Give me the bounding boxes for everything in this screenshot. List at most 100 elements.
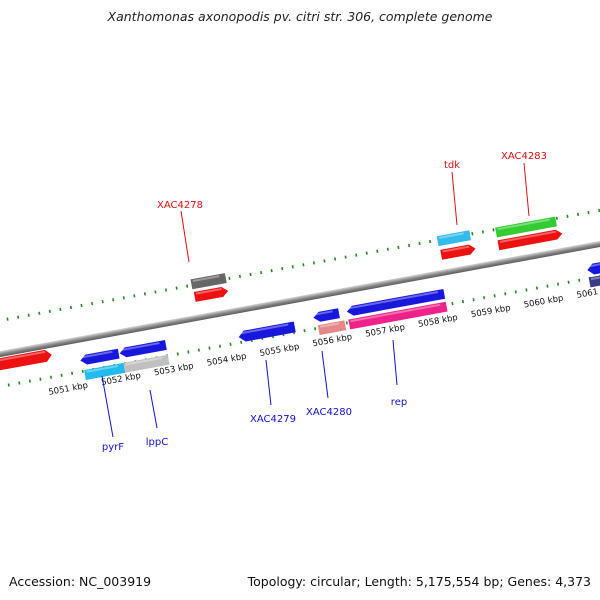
tick-mark	[334, 257, 337, 261]
gene-highlight	[314, 310, 333, 316]
gene-body	[440, 244, 476, 260]
tick-mark	[312, 261, 315, 265]
tick-mark	[39, 377, 42, 381]
gene-arrow	[80, 348, 120, 365]
tick-mark	[514, 290, 517, 294]
gene-arrow	[440, 244, 476, 260]
gene-arrow	[313, 308, 340, 322]
tick-mark	[451, 301, 454, 306]
callout-line	[101, 375, 114, 438]
tick-mark	[71, 371, 74, 375]
gene-highlight	[319, 322, 340, 328]
gene-arrow	[193, 286, 229, 302]
gene-highlight	[350, 303, 441, 323]
tick-mark	[28, 379, 31, 383]
tick-mark	[186, 284, 189, 288]
gene-highlight	[499, 230, 557, 243]
gene-highlight	[588, 257, 600, 268]
gene-body	[346, 288, 446, 316]
tick-mark	[407, 243, 411, 248]
gene-arrow	[317, 320, 347, 336]
gene-highlight	[86, 364, 119, 373]
tick-mark	[471, 232, 474, 236]
gene-callouts: XAC4278 tdk XAC4283 pyrF lppC XAC4279 XAC4280 r…	[101, 151, 547, 453]
tick-mark	[587, 210, 590, 215]
tick-mark	[18, 381, 21, 385]
gene-body	[84, 362, 126, 380]
callout-line	[265, 359, 272, 406]
tick-mark	[355, 253, 358, 257]
tick-mark	[578, 278, 581, 282]
tick-mark	[81, 369, 84, 374]
tick-mark	[7, 383, 10, 387]
tick-mark	[566, 214, 569, 218]
tick-mark	[555, 216, 558, 220]
gene-body	[238, 321, 296, 342]
gene-highlight	[120, 342, 160, 352]
gene-highlight	[192, 275, 220, 283]
tick-mark	[314, 327, 317, 331]
tick-mark	[429, 239, 432, 244]
kbp-label: 5055 kbp	[259, 342, 300, 359]
gene-body	[119, 340, 167, 358]
tick-mark	[143, 292, 147, 296]
tick-mark	[281, 267, 284, 271]
callout-line	[180, 210, 190, 263]
tick-mark	[291, 265, 294, 269]
tick-mark	[535, 286, 538, 290]
gene-highlight	[81, 350, 113, 359]
gene-arrow	[190, 273, 227, 290]
gene-body	[348, 301, 448, 330]
top-strand-ticks	[6, 208, 600, 321]
genome-title: Xanthomonas axonopodis pv. citri str. 30…	[107, 9, 493, 24]
tick-mark	[323, 259, 326, 263]
tick-mark	[133, 294, 136, 298]
tick-mark	[302, 263, 305, 267]
tick-mark	[48, 309, 51, 313]
tick-mark	[112, 298, 115, 302]
gene-features	[0, 216, 600, 380]
gene-highlight	[442, 245, 470, 253]
gene-body	[193, 286, 229, 302]
callout-line	[149, 389, 158, 429]
tick-mark	[187, 350, 190, 354]
gene-body	[497, 229, 563, 251]
tick-mark	[164, 288, 168, 292]
tick-mark	[418, 241, 421, 246]
bottom-strand-ticks	[7, 274, 600, 387]
gene-arrow	[587, 255, 600, 275]
gene-label-xac4283: XAC4283	[501, 151, 547, 162]
tick-mark	[504, 292, 507, 296]
tick-mark	[38, 311, 41, 315]
tick-mark	[461, 299, 465, 304]
gene-highlight	[125, 356, 163, 366]
gene-body	[123, 354, 170, 373]
gene-body	[0, 349, 52, 377]
gene-highlight	[0, 350, 46, 367]
callout-line	[451, 171, 458, 226]
tick-mark	[17, 315, 20, 319]
gene-highlight	[348, 291, 438, 310]
kbp-label: 5056 kbp	[312, 332, 353, 349]
tick-mark	[218, 344, 222, 348]
tick-mark	[80, 303, 83, 308]
tick-mark	[154, 290, 157, 294]
tick-mark	[546, 284, 549, 288]
genome-stats-label: Topology: circular; Length: 5,175,554 bp…	[247, 574, 591, 589]
tick-mark	[303, 329, 306, 333]
tick-mark	[49, 375, 53, 379]
kbp-label: 5061 kbp	[576, 284, 600, 301]
kbp-label: 5059 kbp	[470, 303, 511, 320]
kbp-label: 5051 kbp	[48, 381, 89, 398]
tick-mark	[27, 313, 30, 317]
tick-mark	[397, 245, 400, 249]
tick-mark	[386, 247, 389, 251]
tick-mark	[493, 294, 496, 298]
tick-mark	[481, 230, 484, 234]
gene-body	[436, 230, 472, 247]
tick-mark	[197, 348, 200, 352]
gene-label-lppc: lppC	[146, 437, 168, 448]
tick-mark	[228, 276, 231, 281]
tick-mark	[344, 255, 347, 259]
